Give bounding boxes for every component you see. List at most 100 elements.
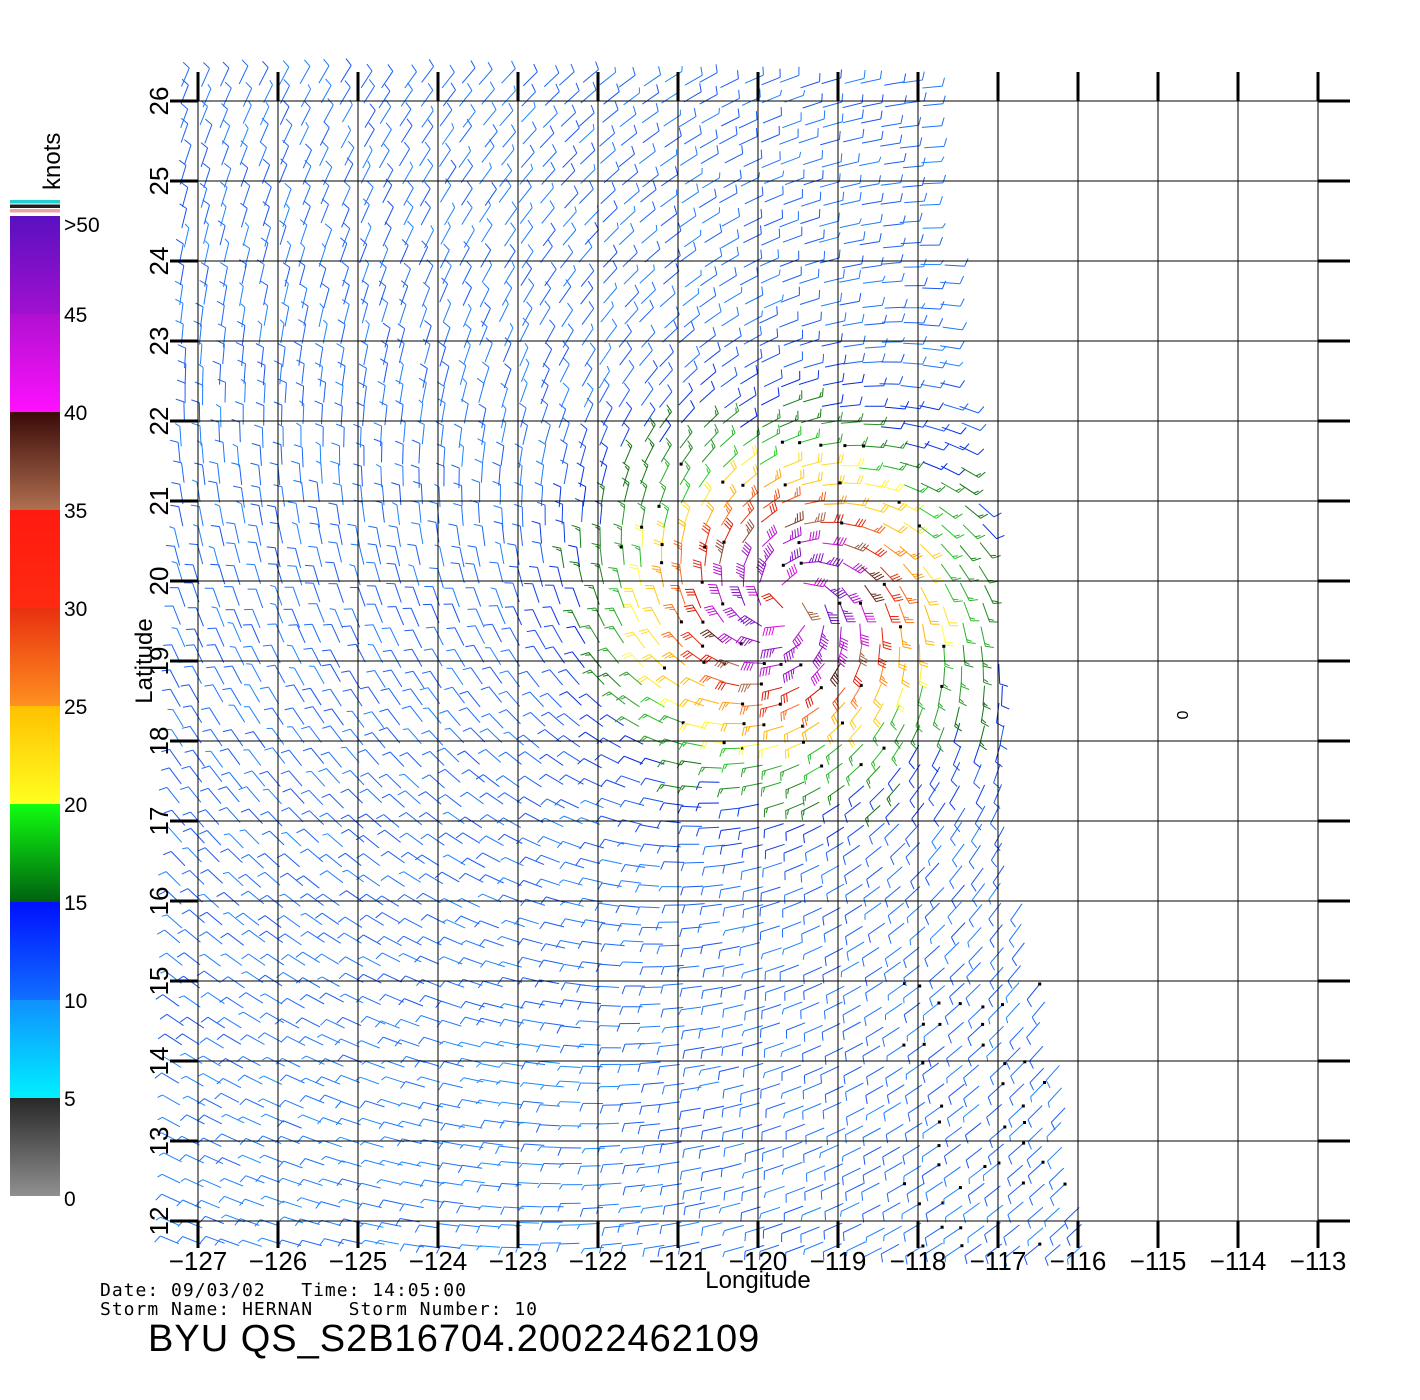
- wind-barb: [737, 615, 762, 627]
- wind-barb: [161, 749, 182, 767]
- barb-staff: [358, 545, 365, 565]
- barb-feather: [641, 1084, 645, 1093]
- barb-feather: [200, 869, 209, 874]
- barb-feather: [788, 671, 791, 681]
- barb-staff: [646, 628, 660, 646]
- barb-staff: [367, 686, 380, 704]
- barb-feather: [657, 1164, 661, 1174]
- wind-barb: [845, 883, 863, 904]
- barb-staff: [1044, 1244, 1061, 1259]
- wind-barb: [182, 705, 203, 724]
- barb-feather: [200, 992, 209, 998]
- barb-feather: [890, 856, 895, 865]
- barb-feather: [319, 870, 328, 876]
- barb-feather: [677, 785, 683, 794]
- barb-feather: [685, 607, 695, 610]
- wind-barb: [635, 906, 660, 915]
- barb-feather: [986, 1117, 991, 1126]
- wind-barb: [220, 953, 243, 966]
- barb-feather: [476, 1078, 481, 1084]
- barb-feather: [247, 541, 257, 544]
- barb-staff: [745, 1226, 765, 1234]
- barb-feather: [868, 836, 873, 845]
- wind-barb: [1045, 1065, 1060, 1089]
- barb-feather: [517, 775, 525, 782]
- barb-staff: [552, 646, 566, 664]
- barb-staff: [980, 626, 986, 647]
- barb-staff: [443, 936, 463, 946]
- barb-feather: [741, 1047, 744, 1057]
- barb-staff: [264, 1032, 283, 1043]
- barb-staff: [922, 1062, 940, 1076]
- wind-barb: [179, 1016, 205, 1029]
- barb-feather: [950, 936, 956, 946]
- barb-staff: [848, 785, 865, 800]
- barb-feather: [161, 669, 171, 672]
- barb-feather: [740, 871, 743, 881]
- barb-feather: [604, 625, 613, 629]
- wind-barb: [262, 1056, 286, 1067]
- wind-barb: [840, 961, 860, 978]
- barb-feather: [1008, 1156, 1013, 1165]
- wind-barb: [886, 866, 903, 889]
- barb-staff: [324, 1058, 344, 1067]
- barb-feather: [382, 751, 391, 756]
- wind-barb: [259, 1012, 285, 1024]
- wind-barb: [990, 842, 1003, 868]
- barb-staff: [866, 1104, 885, 1116]
- barb-feather: [952, 598, 959, 601]
- barb-feather: [184, 749, 194, 753]
- wind-barb: [903, 947, 920, 969]
- wind-barb: [763, 1164, 784, 1180]
- barb-feather: [222, 729, 232, 733]
- wind-barb: [402, 607, 420, 627]
- barb-staff: [804, 1241, 824, 1251]
- barb-staff: [907, 1043, 925, 1057]
- barb-feather: [743, 544, 751, 551]
- wind-barb: [317, 976, 340, 987]
- wind-barb: [378, 1199, 404, 1208]
- wind-barb: [537, 1182, 561, 1189]
- barb-feather: [591, 542, 601, 546]
- wind-barb: [617, 1063, 641, 1074]
- barb-staff: [579, 1020, 600, 1023]
- barb-feather: [846, 952, 849, 961]
- barb-staff: [821, 1023, 841, 1033]
- barb-staff: [1048, 1167, 1065, 1183]
- wind-barb: [495, 775, 520, 788]
- wind-barb: [257, 915, 282, 928]
- barb-feather: [444, 686, 453, 691]
- barb-staff: [203, 1098, 223, 1109]
- barb-feather: [577, 898, 584, 906]
- barb-staff: [475, 546, 481, 567]
- wind-barb: [243, 770, 266, 787]
- wind-barb: [519, 1082, 544, 1088]
- barb-staff: [639, 1165, 660, 1169]
- barb-feather: [763, 1192, 767, 1199]
- wind-barb: [475, 774, 500, 788]
- barb-feather: [157, 1116, 163, 1121]
- wind-barb: [575, 857, 601, 866]
- wind-barb: [712, 562, 723, 587]
- barb-staff: [640, 1042, 661, 1045]
- barb-feather: [816, 671, 822, 680]
- wind-barb: [824, 1202, 844, 1221]
- barb-feather: [931, 765, 939, 773]
- barb-feather: [967, 1058, 972, 1067]
- wind-barb: [970, 823, 983, 849]
- wind-barb: [661, 631, 683, 648]
- barb-feather: [177, 929, 186, 935]
- barb-feather: [866, 780, 871, 789]
- wind-barb: [922, 624, 935, 646]
- barb-feather: [357, 749, 366, 754]
- wind-barb: [402, 688, 423, 706]
- barb-feather: [259, 770, 268, 775]
- wind-barb: [459, 1016, 485, 1025]
- barb-feather: [635, 884, 640, 893]
- barb-staff: [603, 1163, 624, 1166]
- wind-barb: [280, 831, 302, 847]
- wind-barb: [720, 1163, 742, 1178]
- wind-barb: [844, 1125, 864, 1144]
- barb-feather: [803, 809, 805, 816]
- barb-staff: [274, 604, 284, 624]
